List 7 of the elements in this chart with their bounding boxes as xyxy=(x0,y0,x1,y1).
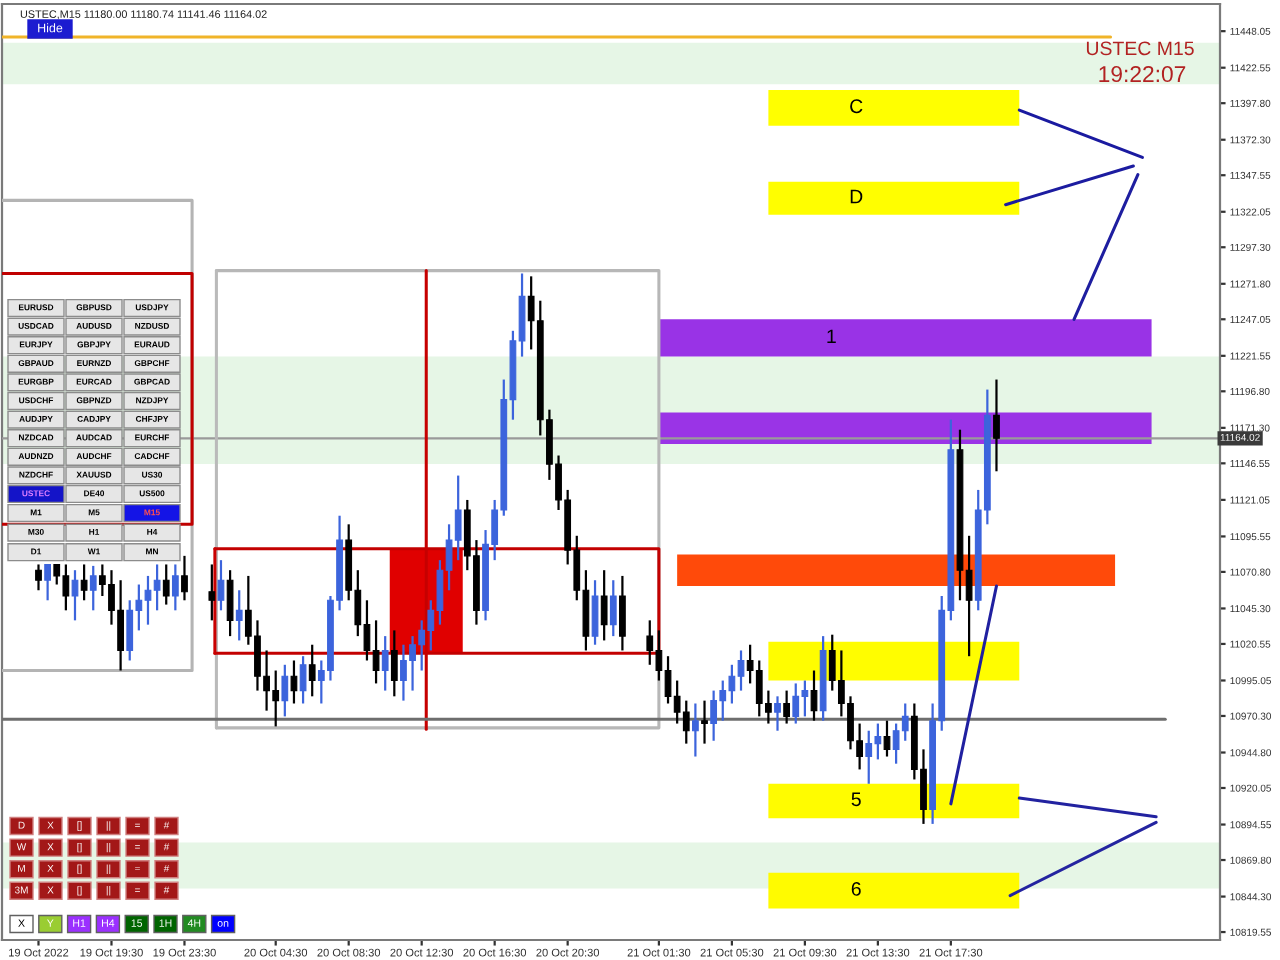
annotation: 19:22:07 xyxy=(1099,65,1186,83)
series-label: C xyxy=(850,99,863,114)
series-label: D xyxy=(850,189,863,204)
series-label: 5 xyxy=(851,792,861,807)
annotation: USTEC M15 xyxy=(1086,41,1194,56)
series-label: 1 xyxy=(827,329,836,344)
series-label: 6 xyxy=(851,882,861,896)
